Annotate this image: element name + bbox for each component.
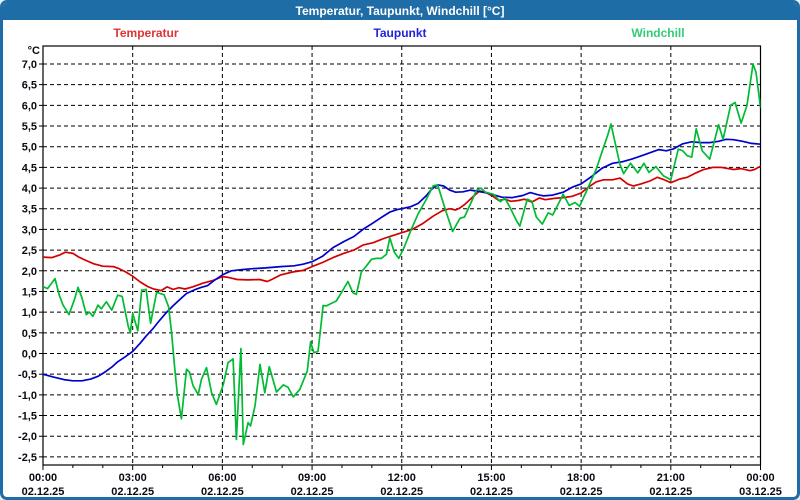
y-tick-label: 2,5 <box>22 245 37 257</box>
x-tick-date-label: 02.12.25 <box>291 486 334 498</box>
y-tick-label: 3,0 <box>22 224 37 236</box>
chart-title: Temperatur, Taupunkt, Windchill [°C] <box>295 4 505 18</box>
y-tick-label: -2,5 <box>18 452 37 464</box>
y-tick-label: 5,5 <box>22 121 37 133</box>
x-tick-time-label: 18:00 <box>567 472 595 484</box>
x-tick-time-label: 00:00 <box>746 472 774 484</box>
line-chart: °C 7,0 6,5 6,0 5,5 5,0 4,5 4,0 3,5 3,0 2,5 2,0 1,5 1,… <box>18 45 782 498</box>
x-tick-date-label: 02.12.25 <box>111 486 154 498</box>
x-tick-time-label: 15:00 <box>477 472 505 484</box>
x-tick-time-label: 09:00 <box>298 472 326 484</box>
series-line-temperatur <box>43 165 761 292</box>
y-tick-label: 7,0 <box>22 59 37 71</box>
x-tick-date-label: 02.12.25 <box>201 486 244 498</box>
y-tick-label: 6,0 <box>22 100 37 112</box>
y-tick-label: -0,5 <box>18 369 37 381</box>
series-line-taupunkt <box>43 138 761 382</box>
y-tick-label: 0,5 <box>22 328 37 340</box>
y-tick-label: -1,0 <box>18 390 37 402</box>
x-tick-date-label: 03.12.25 <box>739 486 782 498</box>
series-line-windchill <box>43 63 761 446</box>
legend-item-windchill: Windchill <box>631 26 685 40</box>
x-tick-time-label: 03:00 <box>119 472 147 484</box>
x-tick-time-label: 00:00 <box>29 472 57 484</box>
y-tick-label: 3,5 <box>22 204 37 216</box>
x-tick-time-label: 21:00 <box>657 472 685 484</box>
legend-item-temperatur: Temperatur <box>113 26 179 40</box>
x-tick-date-label: 02.12.25 <box>470 486 513 498</box>
x-tick-time-label: 06:00 <box>208 472 236 484</box>
x-tick-date-label: 02.12.25 <box>560 486 603 498</box>
x-tick-date-label: 02.12.25 <box>380 486 423 498</box>
legend-item-taupunkt: Taupunkt <box>373 26 427 40</box>
y-tick-label: 5,0 <box>22 142 37 154</box>
y-axis-unit-label: °C <box>28 45 40 57</box>
x-tick-date-label: 02.12.25 <box>649 486 692 498</box>
y-tick-label: 1,5 <box>22 286 37 298</box>
y-tick-label: 1,0 <box>22 307 37 319</box>
title-bar: Temperatur, Taupunkt, Windchill [°C] <box>3 3 797 20</box>
y-tick-label: -1,5 <box>18 411 37 423</box>
y-tick-label: 4,0 <box>22 183 37 195</box>
x-tick-date-label: 02.12.25 <box>22 486 65 498</box>
y-tick-label: 0,0 <box>22 348 37 360</box>
y-tick-label: 2,0 <box>22 266 37 278</box>
plot-border <box>42 45 762 466</box>
y-tick-label: 4,5 <box>22 162 37 174</box>
x-tick-time-label: 12:00 <box>388 472 416 484</box>
y-tick-label: -2,0 <box>18 431 37 443</box>
y-tick-label: 6,5 <box>22 80 37 92</box>
